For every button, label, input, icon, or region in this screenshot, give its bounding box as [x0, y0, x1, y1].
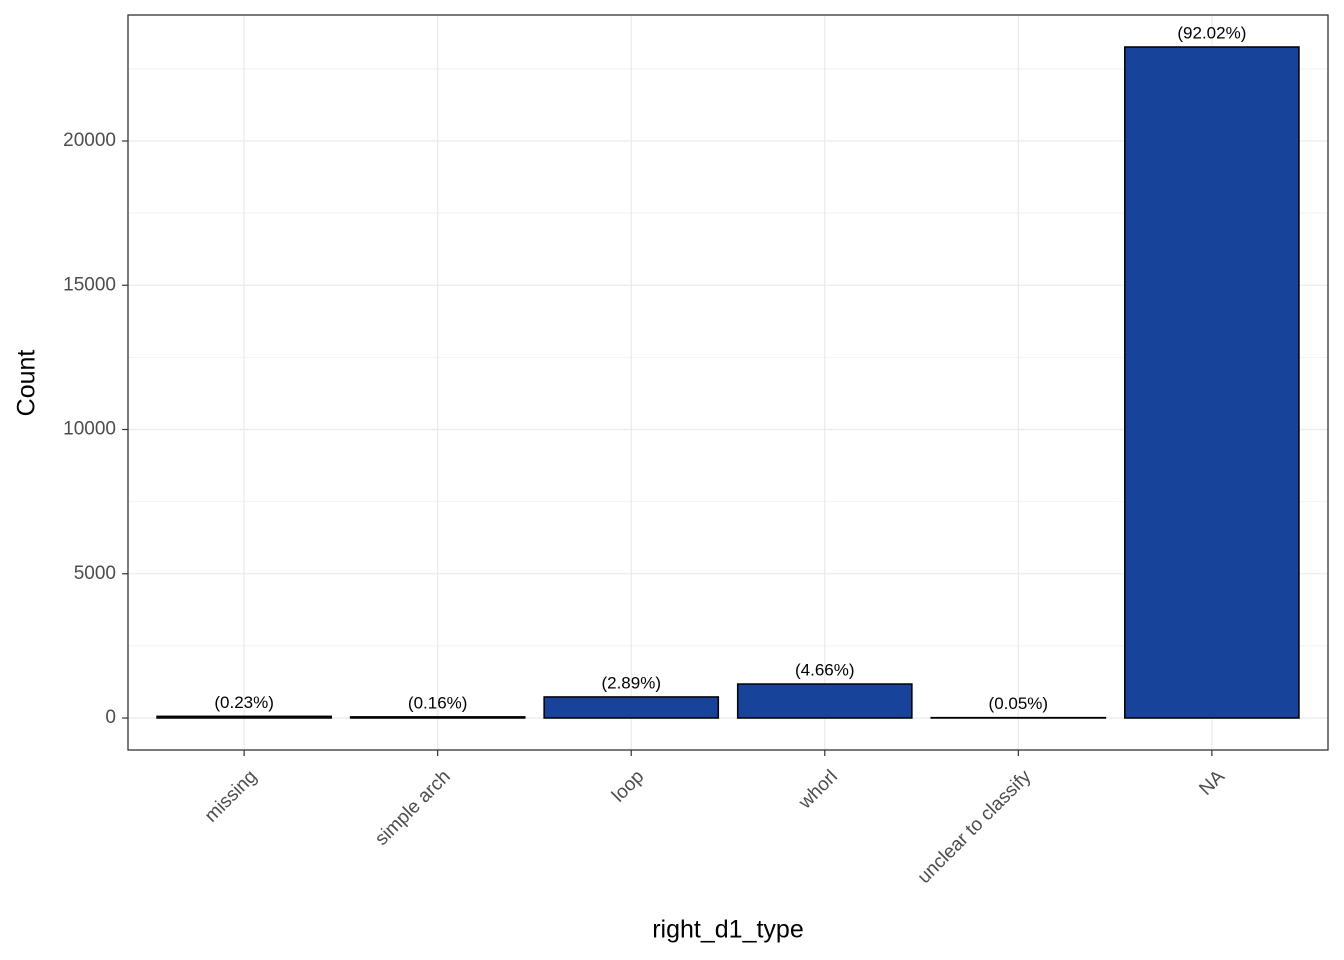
- y-axis-title: Count: [13, 350, 41, 417]
- bar: [349, 716, 526, 719]
- y-tick-label: 15000: [63, 274, 116, 295]
- y-tick-label: 5000: [74, 563, 116, 584]
- value-label: (0.05%): [989, 694, 1049, 713]
- bar: [156, 715, 332, 719]
- y-tick-label: 0: [105, 707, 116, 728]
- value-label: (0.23%): [214, 693, 274, 712]
- value-label: (92.02%): [1177, 23, 1246, 42]
- x-axis-title: right_d1_type: [652, 916, 804, 944]
- value-label: (2.89%): [601, 673, 661, 692]
- value-label: (4.66%): [795, 661, 855, 680]
- bar: [1124, 46, 1300, 719]
- panel-border: [127, 14, 1329, 751]
- value-label: (0.16%): [408, 693, 468, 712]
- bar: [736, 683, 913, 719]
- y-tick-label: 20000: [63, 130, 116, 151]
- y-tick-label: 10000: [63, 419, 116, 440]
- bar: [543, 696, 720, 719]
